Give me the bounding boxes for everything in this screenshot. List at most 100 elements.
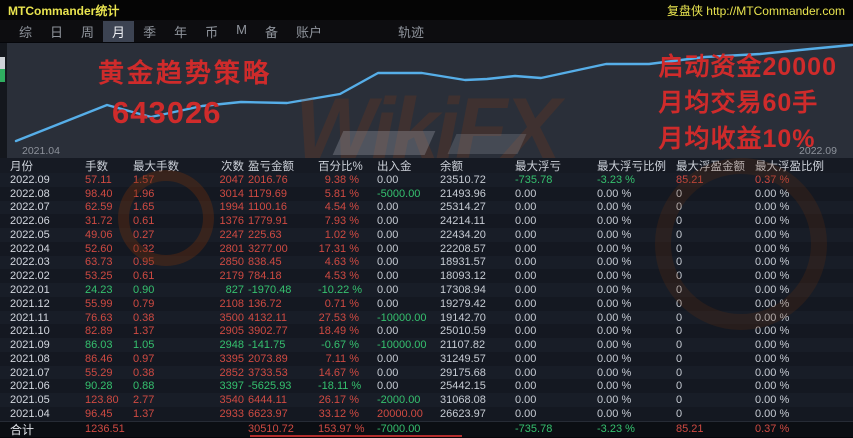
table-row[interactable]: 2021.10 82.89 1.37 2905 3902.77 18.49 % 0.00 25… [0,324,853,339]
menu-tab-M[interactable]: M [236,21,247,37]
total-cell: 153.97 % [318,423,365,436]
table-cell: 85.21 [676,173,704,186]
title-bar: MTCommander统计 复盘侠 http://MTCommander.com [0,0,853,20]
table-cell: 2073.89 [248,352,288,365]
table-cell: 17.31 % [318,242,359,255]
menu-tab-综[interactable]: 综 [19,24,33,40]
menu-tab-季[interactable]: 季 [143,24,157,40]
table-cell: 2022.06 [10,215,50,228]
table-cell: 0.00 % [755,339,790,352]
table-cell: 2021.12 [10,297,50,310]
table-cell: 2022.09 [10,173,50,186]
column-header-最大手数[interactable]: 最大手数 [133,160,179,173]
table-cell: 19142.70 [440,311,486,324]
table-cell: 1.65 [133,201,155,214]
menu-tab-trail[interactable]: 轨迹 [397,24,424,40]
table-row[interactable]: 2021.07 55.29 0.38 2852 3733.53 14.67 % 0.00 29… [0,365,853,380]
equity-curve-chart: 黄金趋势策略 643026 启动资金20000 月均交易60手 月均收益10% … [0,43,853,158]
table-row[interactable]: 2022.07 62.59 1.65 1994 1100.16 4.54 % 0.00 253… [0,200,853,215]
table-cell: 2021.06 [10,380,50,393]
table-cell: 0.00 % [755,228,790,241]
table-cell: 2021.04 [10,407,50,420]
table-row[interactable]: 2022.03 63.73 0.95 2850 838.45 4.63 % 0.00 1893… [0,255,853,270]
table-cell: 0.38 [133,366,155,379]
table-cell: 6444.11 [248,394,287,407]
table-cell: 96.45 [85,407,113,420]
table-cell: 2850 [219,256,244,269]
table-cell: 29175.68 [440,366,486,379]
table-cell: 2021.08 [10,352,50,365]
table-cell: 0 [676,380,683,393]
column-header-余额[interactable]: 余额 [440,160,463,173]
table-cell: 0.00 % [755,352,790,365]
table-cell: 82.89 [85,325,113,338]
table-cell: 14.67 % [318,366,359,379]
table-cell: 2022.07 [10,201,50,214]
table-cell: 22434.20 [440,228,486,241]
table-row[interactable]: 2022.05 49.06 0.27 2247 225.63 1.02 % 0.00 2243… [0,228,853,242]
table-cell: 0.00 [377,215,399,228]
menu-tab-账户[interactable]: 账户 [295,24,322,40]
table-cell: 0.00 % [597,394,632,407]
table-row[interactable]: 2022.08 98.40 1.96 3014 1179.69 5.81 % -5000.0… [0,186,853,201]
table-cell: 0 [676,297,683,310]
column-header-月份[interactable]: 月份 [10,160,33,173]
table-cell: 0 [676,242,683,255]
table-cell: -735.78 [515,173,553,186]
menu-tab-年[interactable]: 年 [174,24,188,40]
column-header-出入金[interactable]: 出入金 [377,160,412,173]
table-row[interactable]: 2022.04 52.60 0.32 2801 3277.00 17.31 % 0.00 22… [0,241,853,256]
table-row[interactable]: 2021.05 123.80 2.77 3540 6444.11 26.17 % -2000… [0,393,853,408]
table-cell: 0.00 [515,380,537,393]
table-cell: 0.00 [515,407,537,420]
table-cell: 19279.42 [440,297,486,310]
table-row[interactable]: 2021.08 86.46 0.97 3395 2073.89 7.11 % 0.00 312… [0,351,853,366]
table-cell: 0.00 [515,256,537,269]
table-cell: 0.00 [515,242,537,255]
column-header-最大浮盈比例[interactable]: 最大浮盈比例 [755,160,824,173]
table-cell: 17308.94 [440,284,486,296]
column-header-最大浮盈金额[interactable]: 最大浮盈金额 [676,160,745,173]
column-header-次数[interactable]: 次数 [221,160,244,173]
column-header-最大浮亏比例[interactable]: 最大浮亏比例 [597,160,666,173]
table-cell: 0 [676,256,683,269]
table-cell: 9.38 % [324,173,359,186]
menu-tab-日[interactable]: 日 [50,24,64,40]
table-row[interactable]: 2022.09 57.11 1.57 2047 2016.76 9.38 % 0.00 235… [0,173,853,187]
table-row[interactable]: 2022.06 31.72 0.61 1376 1779.91 7.93 % 0.00 242… [0,214,853,229]
menu-tab-备[interactable]: 备 [264,24,278,40]
table-cell: 0.00 % [597,352,632,365]
table-row[interactable]: 2021.11 76.63 0.38 3500 4132.11 27.53 % -10000… [0,310,853,325]
table-cell: 2047 [219,173,244,186]
column-header-百分比%[interactable]: 百分比% [318,160,363,173]
table-cell: 0 [676,394,683,407]
table-cell: 76.63 [85,311,113,324]
table-cell: 0.00 % [755,215,790,228]
column-header-盈亏金额[interactable]: 盈亏金额 [248,160,294,173]
table-cell: 0.00 [515,325,537,338]
strategy-name-label: 黄金趋势策略 [98,58,273,88]
table-cell: 0 [676,366,683,379]
table-row[interactable]: 2021.09 86.03 1.05 2948 -141.75 -0.67 % -10000… [0,338,853,352]
table-row[interactable]: 2022.02 53.25 0.61 2179 784.18 4.53 % 0.00 1809… [0,269,853,284]
table-cell: 0 [676,352,683,365]
menu-tab-周[interactable]: 周 [81,24,95,40]
table-row[interactable]: 2022.01 24.23 0.90 827 -1970.48 -10.22 % 0.00 1… [0,283,853,297]
table-cell: 0.00 [377,242,399,255]
column-header-手数[interactable]: 手数 [85,160,108,173]
total-cell: -3.23 % [597,423,635,436]
stats-table-body: 2022.09 57.11 1.57 2047 2016.76 9.38 % 0.00 235… [0,173,853,421]
table-cell: 0.00 % [597,284,632,296]
table-cell: 0.27 [133,228,155,241]
table-row[interactable]: 2021.12 55.99 0.79 2108 136.72 0.71 % 0.00 1927… [0,296,853,311]
table-cell: 2933 [219,407,244,420]
column-header-最大浮亏[interactable]: 最大浮亏 [515,160,561,173]
table-row[interactable]: 2021.06 90.28 0.88 3397 -5625.93 -18.11 % 0.00… [0,379,853,394]
table-cell: 2801 [219,242,244,255]
table-row[interactable]: 2021.04 96.45 1.37 2933 6623.97 33.12 % 20000.… [0,407,853,421]
brand-link[interactable]: 复盘侠 http://MTCommander.com [666,3,845,18]
menu-tab-币[interactable]: 币 [205,24,219,40]
table-cell: 1100.16 [248,201,287,214]
menu-tab-月[interactable]: 月 [103,20,135,42]
